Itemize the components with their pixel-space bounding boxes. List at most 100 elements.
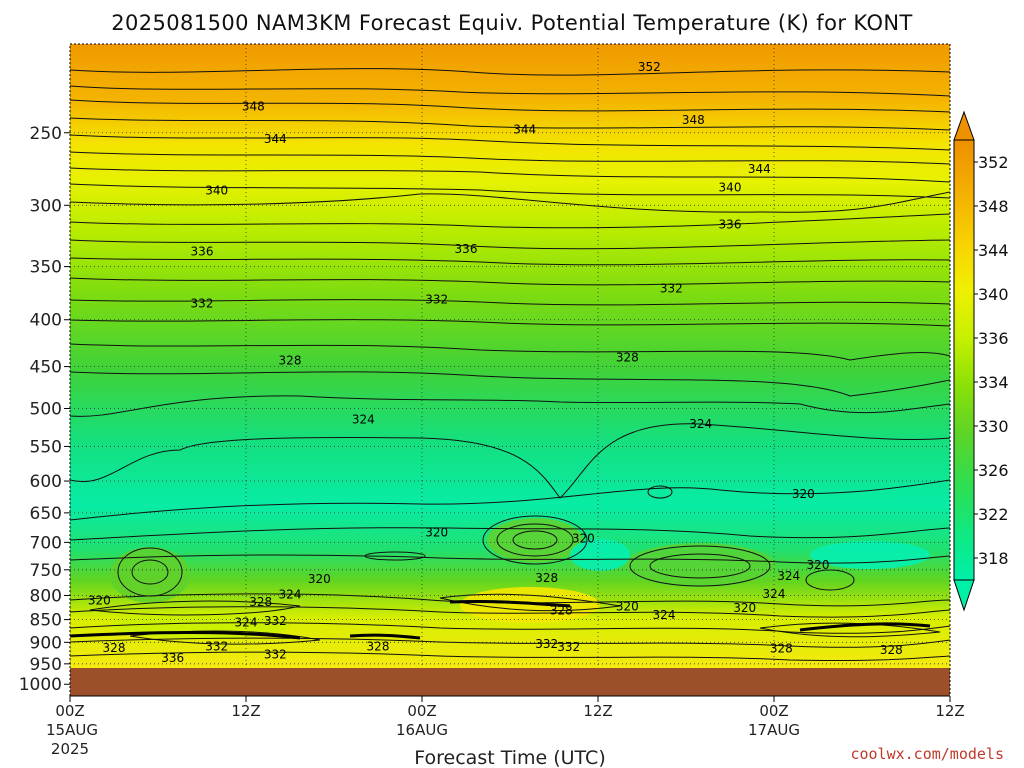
contour-label: 324 — [352, 412, 375, 426]
contour-label: 328 — [103, 641, 126, 655]
y-tick-label: 750 — [30, 561, 62, 581]
contour-label: 344 — [513, 123, 536, 137]
y-tick-label: 850 — [30, 611, 62, 631]
contour-label-text: 328 — [770, 641, 793, 655]
y-tick-label: 900 — [30, 633, 62, 653]
contour-label: 328 — [249, 595, 272, 609]
colorbar-body — [953, 139, 975, 581]
contour-label-text: 336 — [719, 218, 742, 232]
contour-label-text: 332 — [557, 640, 580, 654]
contour-label: 332 — [264, 614, 287, 628]
contour-label-text: 328 — [535, 571, 558, 585]
y-tick-label: 400 — [30, 311, 62, 331]
y-tick-label: 450 — [30, 358, 62, 378]
ground-fill — [70, 668, 950, 696]
contour-label: 344 — [748, 162, 771, 176]
contour-label-text: 340 — [719, 181, 742, 195]
contour-label-text: 336 — [455, 242, 478, 256]
y-tick-label: 550 — [30, 437, 62, 457]
y-tick-label: 350 — [30, 258, 62, 278]
contour-label-text: 324 — [279, 587, 302, 601]
contour-label: 320 — [733, 601, 756, 615]
contour-label: 328 — [367, 640, 390, 654]
colorbar: 352 348 344 340 336 334 330 326 322 318 — [953, 110, 1009, 612]
contour-label: 336 — [719, 218, 742, 232]
contour-label-text: 328 — [279, 353, 302, 367]
field-patch — [460, 587, 600, 623]
contour-label: 320 — [572, 531, 595, 545]
field-patch — [487, 518, 583, 562]
y-tick-label: 250 — [30, 124, 62, 144]
y-tick-label: 500 — [30, 400, 62, 420]
x-tick-year: 2025 — [51, 740, 89, 758]
contour-label-text: 332 — [535, 637, 558, 651]
isolines — [70, 68, 950, 662]
contour-label: 324 — [235, 615, 258, 629]
contour-label: 320 — [616, 600, 639, 614]
contour-label: 328 — [550, 604, 573, 618]
y-tick-label: 950 — [30, 655, 62, 675]
contour-label: 332 — [425, 292, 448, 306]
contour-label-text: 320 — [616, 600, 639, 614]
contour-label-text: 320 — [308, 572, 331, 586]
contour-label: 336 — [161, 651, 184, 665]
contour-label-text: 320 — [572, 531, 595, 545]
y-tick-label: 800 — [30, 586, 62, 606]
contour-label-text: 336 — [161, 651, 184, 665]
colorbar-tick-label: 348 — [978, 197, 1009, 216]
contour-label: 332 — [557, 640, 580, 654]
contour-label-text: 332 — [264, 648, 287, 662]
contour-label: 320 — [88, 593, 111, 607]
contour-label: 320 — [807, 558, 830, 572]
contour-label-text: 344 — [264, 132, 287, 146]
x-tick-time: 12Z — [231, 702, 260, 720]
contour-label-text: 328 — [616, 351, 639, 365]
contour-label-text: 324 — [653, 608, 676, 622]
credit-text: coolwx.com/models — [850, 745, 1004, 763]
contour-label-text: 340 — [205, 183, 228, 197]
contour-label: 328 — [770, 641, 793, 655]
chart-title: 2025081500 NAM3KM Forecast Equiv. Potent… — [111, 11, 912, 35]
field-patch — [625, 543, 775, 587]
contour-label: 352 — [638, 60, 661, 74]
x-tick-time: 00Z — [759, 702, 788, 720]
contour-label-text: 332 — [191, 296, 214, 310]
colorbar-tick-label: 330 — [978, 417, 1009, 436]
contour-label-text: 332 — [660, 282, 683, 296]
contour-label: 348 — [242, 99, 265, 113]
x-axis-label: Forecast Time (UTC) — [414, 747, 605, 768]
contour-label: 332 — [205, 640, 228, 654]
x-tick-date: 15AUG — [46, 721, 98, 739]
contour-label-text: 324 — [352, 412, 375, 426]
contour-label-text: 348 — [682, 113, 705, 127]
colorbar-bottom-arrow — [953, 579, 975, 612]
contour-label-text: 324 — [777, 569, 800, 583]
contour-label-text: 328 — [880, 643, 903, 657]
colorbar-tick-label: 326 — [978, 461, 1009, 480]
contour-label: 336 — [455, 242, 478, 256]
x-tick-time: 00Z — [407, 702, 436, 720]
colorbar-tick-label: 340 — [978, 285, 1009, 304]
contour-label-text: 328 — [367, 640, 390, 654]
contour-label-text: 324 — [763, 587, 786, 601]
x-tick-time: 12Z — [935, 702, 964, 720]
field-patch — [110, 547, 190, 603]
x-tick-date: 17AUG — [748, 721, 800, 739]
y-tick-label: 650 — [30, 504, 62, 524]
y-tick-label: 1000 — [19, 675, 62, 695]
contour-label: 328 — [279, 353, 302, 367]
contour-label: 324 — [777, 569, 800, 583]
contour-label: 332 — [660, 282, 683, 296]
contour-label-text: 336 — [191, 245, 214, 259]
dense-band — [70, 599, 931, 640]
contour-label: 332 — [535, 637, 558, 651]
contour-label: 320 — [425, 526, 448, 540]
contour-label-text: 320 — [807, 558, 830, 572]
contour-label-text: 332 — [425, 292, 448, 306]
contour-label: 328 — [616, 351, 639, 365]
contour-label-text: 344 — [748, 162, 771, 176]
contour-label-text: 320 — [425, 526, 448, 540]
